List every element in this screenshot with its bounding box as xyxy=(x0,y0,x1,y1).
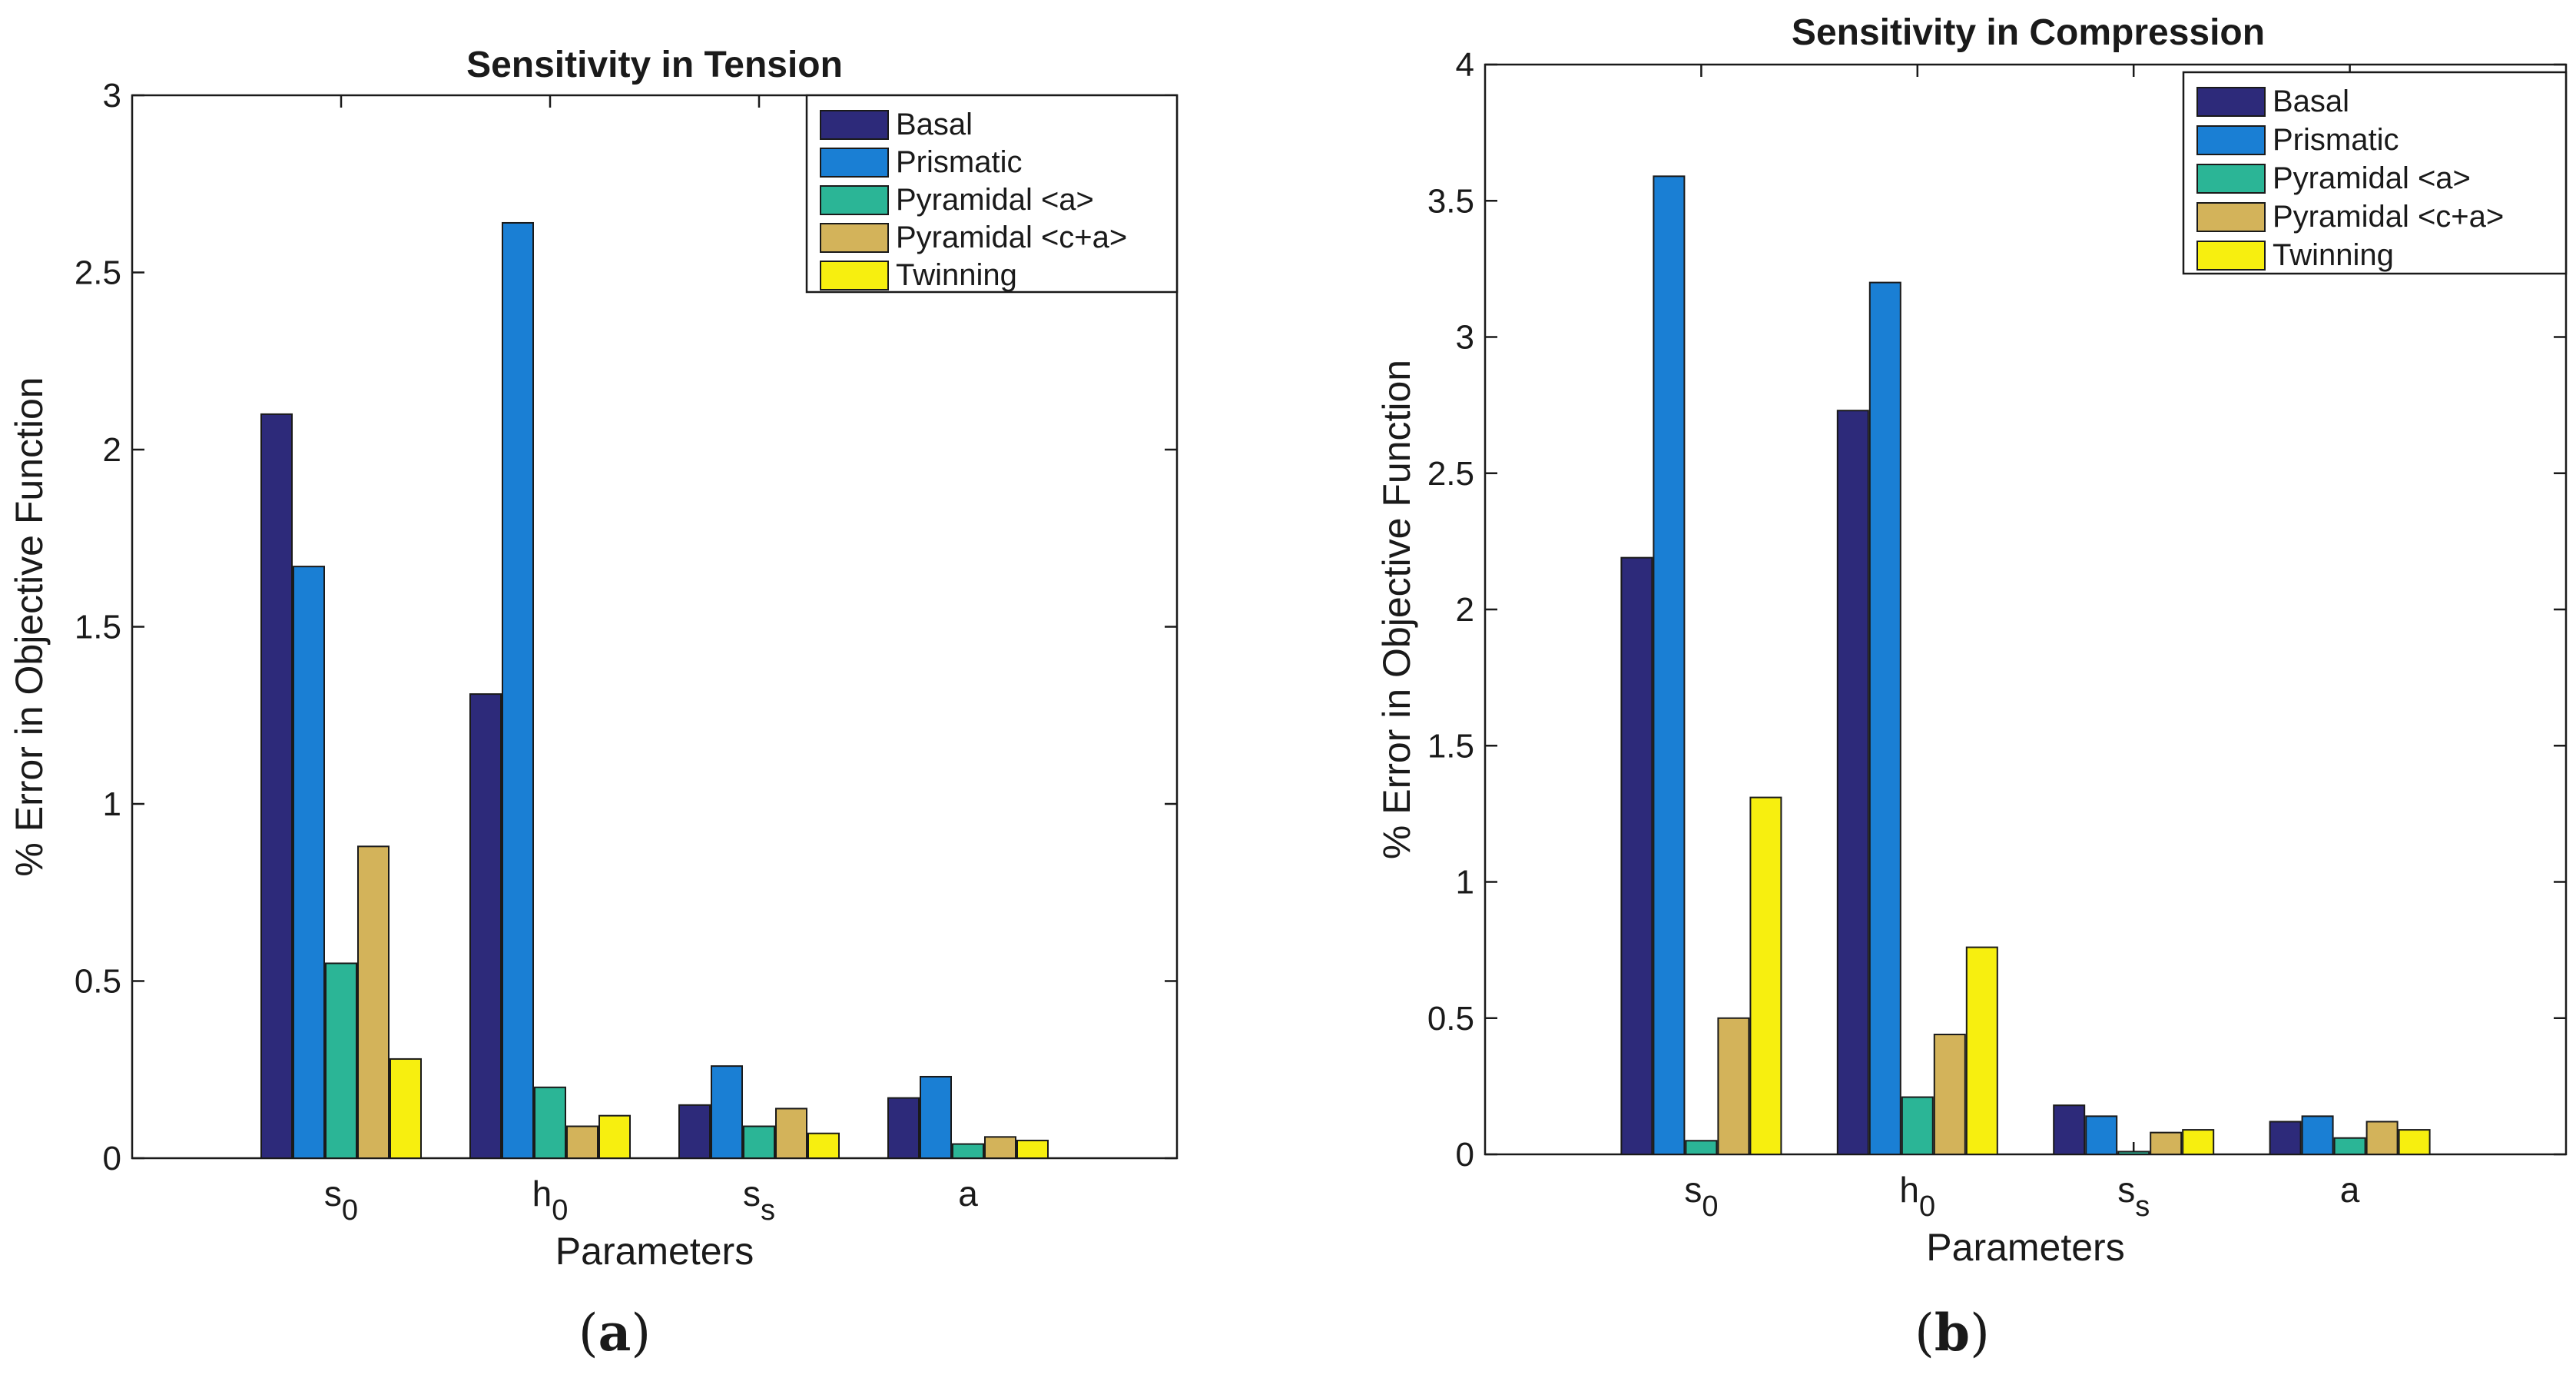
legend-entry-label: Pyramidal <a> xyxy=(896,183,1094,217)
y-tick-label: 2 xyxy=(1456,591,1474,629)
y-axis-label: % Error in Objective Function xyxy=(8,377,51,876)
y-tick-label: 1.5 xyxy=(75,609,121,646)
legend-entry-label: Twinning xyxy=(2273,238,2394,272)
bar xyxy=(2182,1129,2215,1155)
y-tick-label: 1 xyxy=(103,785,121,823)
y-tick-label: 2.5 xyxy=(75,254,121,292)
legend-swatch xyxy=(820,110,889,140)
x-axis-label: Parameters xyxy=(555,1230,754,1273)
y-tick-label: 1.5 xyxy=(1427,727,1474,765)
bar xyxy=(1653,175,1686,1156)
y-tick-label: 2 xyxy=(103,431,121,469)
bar xyxy=(678,1104,711,1159)
x-tick-label: s0 xyxy=(1684,1170,1718,1223)
bar xyxy=(566,1125,598,1160)
bar xyxy=(1620,556,1653,1155)
y-tick-label: 3 xyxy=(1456,319,1474,357)
x-tick-label: s0 xyxy=(324,1174,358,1227)
bar xyxy=(2333,1137,2366,1155)
y-tick-label: 4 xyxy=(1456,46,1474,84)
bar xyxy=(2365,1121,2399,1155)
legend-entry-label: Basal xyxy=(2273,85,2349,118)
y-tick-label: 0.5 xyxy=(75,963,121,1001)
bar xyxy=(2269,1121,2302,1155)
legend-entry-label: Basal xyxy=(896,108,973,141)
chart-panel-b: 0 0.5 1 1.5 2 2.5 3 3.5 4 s0 h0 ss a Sensitivity in C… xyxy=(1375,12,2568,1363)
bar xyxy=(887,1097,920,1160)
bar xyxy=(390,1058,422,1160)
y-tick-label: 2.5 xyxy=(1427,455,1474,493)
bar xyxy=(1965,946,1998,1155)
bar xyxy=(2085,1115,2118,1155)
x-tick-label: a xyxy=(958,1174,978,1214)
bar xyxy=(2053,1104,2086,1155)
bar xyxy=(2301,1115,2334,1155)
bar xyxy=(743,1125,775,1160)
bar xyxy=(1016,1139,1049,1159)
x-tick-label: h0 xyxy=(1899,1170,1935,1223)
chart-panel-a: 0 0.5 1 1.5 2 2.5 3 s0 h0 ss a Sensitivity in Tensi… xyxy=(8,45,1179,1363)
legend-entry-label: Prismatic xyxy=(896,145,1022,179)
y-tick-label: 0 xyxy=(103,1140,121,1177)
y-tick-label: 1 xyxy=(1456,864,1474,902)
bar xyxy=(711,1065,743,1160)
bar xyxy=(469,693,502,1159)
bar xyxy=(775,1107,807,1159)
y-tick-label: 3.5 xyxy=(1427,182,1474,220)
bar xyxy=(534,1086,566,1160)
legend: Basal Prismatic Pyramidal <a> Pyramidal <c+… xyxy=(2182,71,2568,275)
bar xyxy=(2117,1151,2150,1155)
legend-swatch xyxy=(2196,87,2266,117)
legend-swatch xyxy=(2196,202,2266,232)
legend-entry-label: Twinning xyxy=(896,258,1017,292)
legend-entry-label: Pyramidal <c+a> xyxy=(896,221,1127,254)
bar xyxy=(502,221,534,1160)
legend-entry-label: Prismatic xyxy=(2273,123,2399,157)
legend-swatch xyxy=(820,223,889,253)
bar xyxy=(325,962,357,1159)
bar xyxy=(1749,796,1782,1155)
legend-swatch xyxy=(2196,164,2266,194)
panel-caption: (b) xyxy=(1915,1303,1990,1363)
legend-swatch xyxy=(820,261,889,291)
bar xyxy=(984,1136,1016,1159)
bar xyxy=(357,845,390,1159)
bar xyxy=(920,1075,952,1159)
chart-title: Sensitivity in Tension xyxy=(466,45,843,85)
panel-caption: (a) xyxy=(579,1303,651,1363)
bar xyxy=(1836,410,1869,1155)
bar xyxy=(1717,1017,1750,1155)
bar xyxy=(2398,1129,2431,1155)
y-tick-label: 0.5 xyxy=(1427,1000,1474,1038)
y-tick-label: 0 xyxy=(1456,1136,1474,1174)
bar xyxy=(2150,1131,2183,1156)
bar xyxy=(293,566,325,1159)
bar xyxy=(260,413,293,1159)
legend-swatch xyxy=(820,148,889,178)
legend-swatch xyxy=(2196,241,2266,271)
x-tick-label: ss xyxy=(2117,1170,2150,1223)
bar xyxy=(1868,281,1901,1156)
bar xyxy=(1685,1140,1718,1156)
x-axis-label: Parameters xyxy=(1926,1226,2124,1269)
bar xyxy=(952,1143,984,1160)
legend-entry-label: Pyramidal <c+a> xyxy=(2273,200,2504,234)
bar xyxy=(807,1132,840,1159)
legend-swatch xyxy=(2196,125,2266,155)
legend: Basal Prismatic Pyramidal <a> Pyramidal <c+… xyxy=(805,94,1179,294)
x-tick-label: a xyxy=(2340,1170,2360,1210)
x-tick-label: h0 xyxy=(532,1174,569,1227)
bar xyxy=(1901,1096,1934,1156)
x-tick-label: ss xyxy=(743,1174,775,1227)
chart-title: Sensitivity in Compression xyxy=(1792,12,2265,53)
legend-swatch xyxy=(820,185,889,215)
y-axis-label: % Error in Objective Function xyxy=(1375,360,1418,859)
legend-entry-label: Pyramidal <a> xyxy=(2273,161,2471,195)
bar xyxy=(1933,1034,1966,1156)
y-tick-label: 3 xyxy=(103,77,121,115)
bar xyxy=(598,1114,631,1160)
